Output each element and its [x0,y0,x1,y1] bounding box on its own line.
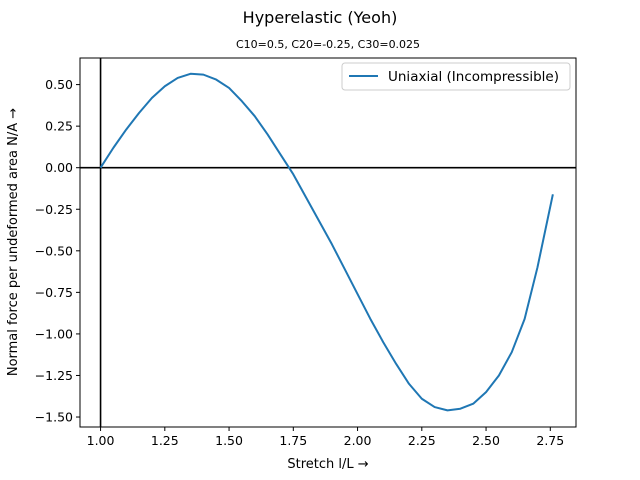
reference-lines [80,58,576,427]
x-axis-ticks: 1.00 1.25 1.50 1.75 2.00 2.25 2.50 2.75 [87,427,564,448]
y-tick-label: 0.50 [45,77,73,92]
x-tick-label: 2.75 [536,433,564,448]
series-line-uniaxial [99,72,554,412]
legend: Uniaxial (Incompressible) [341,62,571,91]
chart-subtitle: C10=0.5, C20=-0.25, C30=0.025 [236,38,420,51]
y-tick-label: −1.50 [35,410,73,425]
y-tick-label: −0.75 [35,285,73,300]
y-tick-label: 0.25 [45,119,73,134]
series-layer [99,72,554,412]
plot-frame [79,57,577,428]
legend-box [341,62,571,91]
x-tick-label: 1.00 [87,433,115,448]
x-axis-label: Stretch l/L → [287,457,368,472]
y-axis-ticks: 0.50 0.25 0.00 −0.25 −0.50 −0.75 −1.00 −1.25 −1.… [35,77,80,425]
legend-label-uniaxial: Uniaxial (Incompressible) [388,69,559,85]
plot-area [79,57,577,428]
y-tick-label: −1.00 [35,326,73,341]
x-tick-label: 1.25 [151,433,179,448]
x-tick-label: 1.50 [215,433,243,448]
y-tick-label: 0.00 [45,160,73,175]
chart-title: Hyperelastic (Yeoh) [243,8,398,27]
y-axis-label: Normal force per undeformed area N/A → [6,108,21,376]
x-tick-label: 2.50 [472,433,500,448]
y-tick-label: −1.25 [35,368,73,383]
y-tick-label: −0.25 [35,202,73,217]
y-tick-label: −0.50 [35,243,73,258]
x-tick-label: 2.00 [344,433,372,448]
x-tick-label: 1.75 [279,433,307,448]
x-tick-label: 2.25 [408,433,436,448]
